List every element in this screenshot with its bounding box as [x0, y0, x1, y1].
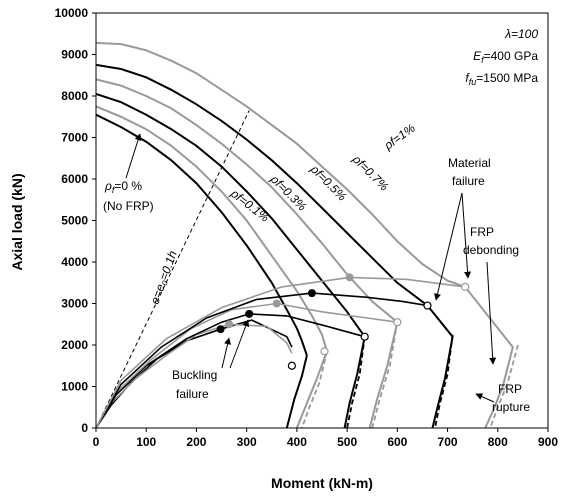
y-axis-title: Axial load (kN) [9, 173, 25, 270]
param-ffu: ffu=1500 MPa [465, 71, 538, 87]
label-buckling-2: failure [176, 387, 209, 401]
label-buckling-1: Buckling [172, 368, 217, 382]
param-ef: Ef=400 GPa [473, 49, 538, 65]
lower-branch-5 [464, 286, 514, 429]
x-tick-label-4: 400 [287, 435, 307, 449]
y-tick-label-2: 2000 [61, 338, 88, 352]
y-tick-label-4: 4000 [61, 255, 88, 269]
buckling-point-3 [272, 299, 281, 308]
label-material-failure-1: Material [448, 156, 491, 170]
param-lambda: λ=100 [504, 27, 538, 41]
label-frp-rupture-2: rupture [492, 400, 530, 414]
series-layer [95, 41, 519, 429]
label-frp-rupture-1: FRP [498, 382, 522, 396]
x-tick-label-2: 200 [186, 435, 206, 449]
slenderness-curve-2 [95, 313, 365, 429]
buckling-point-0 [216, 325, 225, 334]
y-tick-label-9: 9000 [61, 48, 88, 62]
arrow-buckling-1 [221, 337, 231, 369]
interaction-curve-4 [95, 63, 429, 307]
x-tick-label-3: 300 [237, 435, 257, 449]
param-ffu-symbol: f [465, 71, 470, 85]
failure-point-3 [393, 318, 402, 327]
arrow-frp-rupture [475, 393, 495, 403]
label-rho0-sub: f [112, 185, 116, 195]
rupture-branch-3 [434, 334, 454, 429]
interaction-curve-2 [95, 92, 366, 338]
label-frp-debonding-2: debonding [463, 243, 519, 257]
buckling-point-1 [225, 320, 234, 329]
failure-point-1 [320, 347, 329, 356]
label-material-failure-2: failure [452, 174, 485, 188]
x-axis-title: Moment (kN-m) [271, 475, 373, 491]
x-tick-label-8: 800 [488, 435, 508, 449]
x-tick-label-7: 700 [438, 435, 458, 449]
failure-point-2 [360, 332, 369, 341]
interaction-curve-1 [95, 105, 328, 352]
lower-branch-0 [285, 355, 308, 429]
y-tick-label-5: 5000 [61, 214, 88, 228]
arrow-frp-debonding [486, 261, 497, 365]
y-tick-label-0: 0 [81, 421, 88, 435]
failure-point-5 [461, 282, 470, 291]
buckling-point-5 [345, 273, 354, 282]
label-rho0-nofrp: (No FRP) [103, 199, 154, 213]
label-rho0-symbol: ρ [104, 179, 112, 193]
failure-point-0 [287, 361, 296, 370]
y-tick-label-6: 6000 [61, 172, 88, 186]
label-rho0-arrow [125, 133, 142, 179]
interaction-curve-0 [95, 113, 308, 356]
x-tick-label-9: 900 [538, 435, 558, 449]
slenderness-curve-3 [95, 302, 398, 429]
buckling-point-2 [245, 309, 254, 318]
param-ffu-value: =1500 MPa [476, 71, 538, 85]
y-tick-label-10: 10000 [55, 6, 89, 20]
param-ef-sub: f [481, 55, 485, 65]
rupture-branch-1 [346, 336, 366, 429]
lower-branch-2 [343, 336, 366, 429]
lower-branch-1 [295, 350, 328, 429]
arrow-material-failure-2 [461, 192, 472, 279]
y-tick-label-1: 1000 [61, 380, 88, 394]
param-ef-symbol: E [473, 49, 482, 63]
y-tick-label-3: 3000 [61, 297, 88, 311]
x-tick-label-5: 500 [337, 435, 357, 449]
label-rho0-value: =0 % [114, 179, 142, 193]
y-tick-label-7: 7000 [61, 131, 88, 145]
rupture-branch-0 [301, 350, 328, 429]
eccentricity-line [95, 110, 250, 429]
y-tick-label-8: 8000 [61, 89, 88, 103]
param-ef-value: =400 GPa [484, 49, 539, 63]
slenderness-curve-5 [95, 276, 466, 429]
buckling-point-4 [307, 289, 316, 298]
arrow-buckling-2 [229, 319, 250, 369]
failure-point-4 [423, 301, 432, 310]
slenderness-curve-4 [95, 292, 428, 429]
lower-branch-4 [426, 304, 454, 429]
param-ffu-sub: fu [469, 77, 477, 87]
label-frp-debonding-1: FRP [470, 225, 494, 239]
rupture-branch-4 [489, 344, 519, 429]
points-layer [216, 273, 470, 370]
label-rho0: ρf=0 % [104, 179, 142, 195]
x-tick-label-6: 600 [387, 435, 407, 449]
lower-branch-3 [368, 321, 399, 429]
ticks-layer: 0 100 200 300 400 500 600 700 800 900010002000300… [55, 6, 559, 449]
x-tick-label-0: 0 [93, 435, 100, 449]
x-tick-label-1: 100 [136, 435, 156, 449]
interaction-curve-5 [95, 41, 466, 288]
arrow-material-failure-1 [434, 192, 463, 301]
